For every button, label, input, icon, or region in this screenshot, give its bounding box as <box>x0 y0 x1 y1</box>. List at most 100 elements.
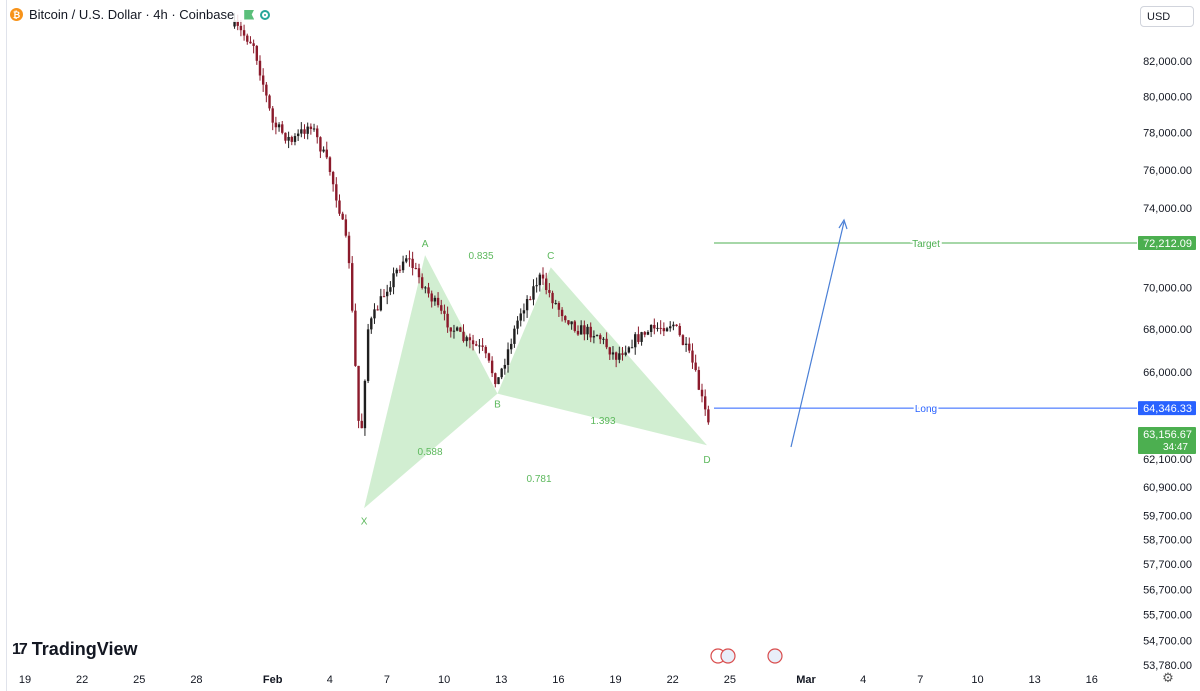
x-tick-label: 10 <box>971 674 983 686</box>
y-tick-label: 70,000.00 <box>1143 283 1192 295</box>
candle-body <box>382 296 386 298</box>
candle-body <box>341 213 344 220</box>
symbol-header[interactable]: ₿ Bitcoin / U.S. Dollar · 4h · Coinbase <box>10 7 275 22</box>
y-tick-label: 54,700.00 <box>1143 636 1192 648</box>
candle-body <box>443 310 446 314</box>
y-tick-label: 68,000.00 <box>1143 324 1192 336</box>
pattern-point-label: C <box>547 251 554 262</box>
candle-body <box>405 258 408 262</box>
candle-body <box>433 297 437 302</box>
x-tick-label: Mar <box>796 674 816 686</box>
candle-body <box>665 328 669 332</box>
candle-body <box>624 352 627 355</box>
candle-body <box>678 325 681 336</box>
candle-body <box>481 345 484 347</box>
candle-body <box>258 60 262 76</box>
candle-body <box>646 331 650 335</box>
projection-arrowhead <box>838 218 848 230</box>
candle-body <box>281 124 284 133</box>
candle-body <box>551 292 554 304</box>
candle-body <box>503 364 507 369</box>
y-tick-label: 56,700.00 <box>1143 584 1192 596</box>
candle-body <box>653 324 656 329</box>
candle-body <box>309 126 313 130</box>
candle-body <box>700 389 704 397</box>
candle-body <box>643 332 646 335</box>
x-tick-label: 16 <box>1086 674 1098 686</box>
candle-body <box>637 334 640 342</box>
gear-icon[interactable]: ⚙ <box>1162 670 1174 685</box>
candle-body <box>303 129 306 134</box>
candle-body <box>284 132 287 141</box>
candle-body <box>579 325 583 335</box>
candle-body <box>564 316 567 321</box>
candle-body <box>290 136 293 142</box>
candle-body <box>408 258 411 260</box>
x-tick-label: 28 <box>190 674 202 686</box>
x-tick-label: 19 <box>19 674 31 686</box>
y-tick-label: 60,900.00 <box>1143 482 1192 494</box>
candle-body <box>398 269 402 271</box>
last-price-text: 63,156.67 <box>1143 429 1192 441</box>
candle-body <box>602 338 605 340</box>
long-label: Long <box>915 404 937 415</box>
projection-arrow-line <box>790 221 845 448</box>
candle-body <box>239 25 243 31</box>
candle-body <box>535 285 538 287</box>
currency-selector[interactable]: USD <box>1140 6 1194 27</box>
candle-body <box>516 320 519 329</box>
candle-body <box>611 352 615 355</box>
tradingview-logo[interactable]: 17 TradingView <box>12 639 138 660</box>
candle-body <box>331 171 335 185</box>
candle-body <box>325 149 328 158</box>
candle-body <box>468 337 472 341</box>
candle-body <box>703 396 707 410</box>
bar-countdown-text: 34:47 <box>1163 442 1188 453</box>
candle-body <box>494 373 497 385</box>
candle-body <box>490 360 494 374</box>
x-tick-label: 25 <box>133 674 145 686</box>
candle-body <box>592 336 596 338</box>
candle-body <box>618 353 621 360</box>
x-tick-label: 22 <box>76 674 88 686</box>
market-status-icon[interactable] <box>260 9 271 20</box>
candle-body <box>446 313 449 328</box>
candle-body <box>500 368 503 378</box>
y-tick-label: 80,000.00 <box>1143 91 1192 103</box>
candle-body <box>274 122 278 128</box>
candle-body <box>271 108 274 123</box>
candle-body <box>560 309 564 317</box>
flag-icon[interactable] <box>244 9 255 20</box>
candle-body <box>306 126 309 134</box>
x-tick-label: 16 <box>552 674 564 686</box>
candle-body <box>436 297 440 306</box>
tradingview-logo-text: TradingView <box>31 639 138 659</box>
x-tick-label: 22 <box>667 674 679 686</box>
candle-body <box>532 286 535 300</box>
candle-body <box>669 326 672 329</box>
candle-body <box>707 409 710 423</box>
candle-body <box>252 43 255 46</box>
candle-body <box>627 347 631 353</box>
candle-body <box>640 332 643 342</box>
candle-body <box>242 30 246 36</box>
candle-body <box>328 157 332 172</box>
candle-body <box>236 20 239 26</box>
candle-body <box>672 324 675 327</box>
candle-body <box>548 290 551 293</box>
bitcoin-icon: ₿ <box>10 8 23 21</box>
candle-body <box>595 335 599 337</box>
x-tick-label: Feb <box>263 674 283 686</box>
symbol-title: Bitcoin / U.S. Dollar · 4h · Coinbase <box>29 7 235 22</box>
candle-body <box>366 329 370 381</box>
candle-body <box>484 346 487 354</box>
chart-frame <box>6 0 1200 691</box>
x-tick-label: 19 <box>609 674 621 686</box>
x-tick-label: 25 <box>724 674 736 686</box>
candle-body <box>459 327 462 332</box>
candle-body <box>599 335 602 340</box>
candle-body <box>376 309 379 311</box>
candle-body <box>287 136 290 141</box>
candle-body <box>576 330 580 335</box>
